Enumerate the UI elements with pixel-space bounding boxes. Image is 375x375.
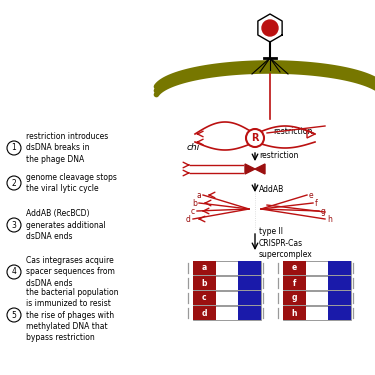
Bar [193,261,216,275]
Text: b: b [202,279,207,288]
Bar [328,276,351,290]
Bar [283,261,351,275]
Text: the bacterial population
is immunized to resist
the rise of phages with
methylat: the bacterial population is immunized to… [26,288,118,342]
Text: restriction: restriction [273,128,312,136]
Circle shape [262,20,278,36]
Text: h: h [327,214,332,223]
Text: chi: chi [187,144,200,153]
Bar [193,306,216,320]
Text: AddAB: AddAB [259,184,284,194]
Text: f: f [315,198,318,207]
Bar [283,306,351,320]
Polygon shape [258,14,282,42]
Bar [193,291,216,305]
Text: 5: 5 [12,310,16,320]
Text: 1: 1 [12,144,16,153]
Bar [283,291,351,305]
Bar [283,276,351,290]
Text: 4: 4 [12,267,16,276]
Text: AddAB (RecBCD)
generates additional
dsDNA ends: AddAB (RecBCD) generates additional dsDN… [26,209,106,241]
Bar [238,276,261,290]
Text: f: f [292,279,296,288]
Text: d: d [186,214,191,223]
Bar [238,306,261,320]
Text: e: e [309,190,314,200]
Bar [193,306,261,320]
Bar [328,261,351,275]
Bar [193,291,261,305]
Text: 3: 3 [12,220,16,230]
Text: restriction introduces
dsDNA breaks in
the phage DNA: restriction introduces dsDNA breaks in t… [26,132,108,164]
Text: restriction: restriction [259,152,299,160]
Text: b: b [192,198,197,207]
Circle shape [246,129,264,147]
Bar [283,306,306,320]
Bar [328,306,351,320]
Text: a: a [196,190,201,200]
Bar [238,291,261,305]
Polygon shape [245,164,255,174]
Text: type II
CRISPR-Cas
supercomplex: type II CRISPR-Cas supercomplex [259,227,313,259]
Bar [283,276,306,290]
Text: Cas integrases acquire
spacer sequences from
dsDNA ends: Cas integrases acquire spacer sequences … [26,256,115,288]
Text: R: R [251,133,259,143]
Text: 2: 2 [12,178,16,188]
Bar [283,261,306,275]
Bar [193,276,216,290]
Text: g: g [321,207,326,216]
Text: c: c [202,294,207,303]
Text: c: c [191,207,195,216]
Text: e: e [292,264,297,273]
Bar [238,261,261,275]
Text: h: h [292,309,297,318]
Bar [193,261,261,275]
Text: a: a [202,264,207,273]
Bar [283,291,306,305]
Bar [328,291,351,305]
Text: d: d [202,309,207,318]
Polygon shape [255,164,265,174]
Bar [193,276,261,290]
Text: g: g [292,294,297,303]
Text: genome cleavage stops
the viral lytic cycle: genome cleavage stops the viral lytic cy… [26,173,117,193]
